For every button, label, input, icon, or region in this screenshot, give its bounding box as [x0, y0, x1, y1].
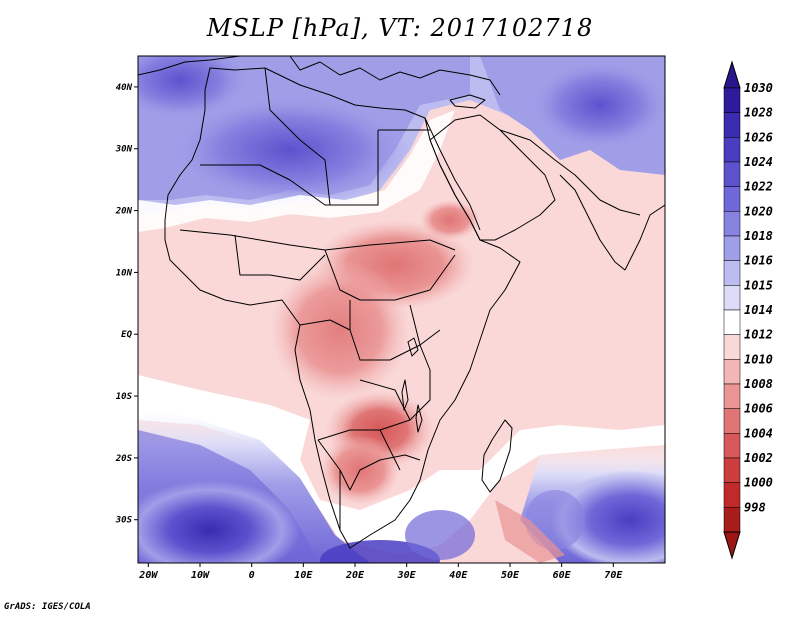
- colorbar-swatch: [723, 235, 741, 261]
- colorbar-level-label: 1018: [744, 229, 773, 243]
- colorbar-bottom-arrow: [723, 531, 741, 560]
- colorbar-swatch: [723, 507, 741, 533]
- lat-tick-label: 10N: [116, 268, 133, 278]
- colorbar-level-label: 1000: [744, 476, 773, 490]
- colorbar-top-arrow: [723, 60, 741, 89]
- colorbar-level-label: 1026: [744, 130, 773, 144]
- colorbar-swatch: [723, 285, 741, 311]
- longitude-ticks: 20W 10W 0 10E 20E 30E 40E 50E 60E 70E: [138, 563, 623, 581]
- pressure-field: [138, 56, 665, 563]
- mslp-map: 20W 10W 0 10E 20E 30E 40E 50E 60E 70E 40N 30N 20N 10…: [115, 55, 773, 581]
- colorbar-level-label: 1002: [744, 451, 773, 465]
- lat-tick-label: EQ: [121, 330, 132, 340]
- colorbar-swatch: [723, 186, 741, 212]
- lon-tick-label: 10E: [294, 570, 313, 581]
- latitude-ticks: 40N 30N 20N 10N EQ 10S 20S 30S: [115, 83, 138, 526]
- colorbar-level-label: 1020: [744, 204, 773, 218]
- colorbar-swatch: [723, 137, 741, 163]
- colorbar-swatch: [723, 383, 741, 409]
- country-borders: [138, 56, 665, 549]
- colorbar-swatch: [723, 112, 741, 138]
- colorbar-swatch: [723, 309, 741, 335]
- lon-tick-label: 50E: [501, 570, 520, 581]
- colorbar-swatch: [723, 161, 741, 187]
- colorbar-swatch: [723, 260, 741, 286]
- lon-tick-label: 70E: [604, 570, 623, 581]
- lat-tick-label: 30S: [115, 516, 133, 526]
- colorbar: 1030 1028 1026 1024 1022 1020 1018 1016 1015 1014…: [723, 60, 773, 560]
- colorbar-swatch: [723, 211, 741, 237]
- lon-tick-label: 10W: [191, 570, 210, 581]
- colorbar-level-label: 1030: [744, 81, 773, 95]
- lon-tick-label: 20W: [138, 570, 158, 581]
- colorbar-swatch: [723, 408, 741, 434]
- colorbar-level-label: 1014: [744, 303, 773, 317]
- colorbar-level-label: 998: [744, 500, 766, 514]
- colorbar-swatch: [723, 334, 741, 360]
- colorbar-level-label: 1028: [744, 106, 773, 120]
- colorbar-level-label: 1024: [744, 155, 773, 169]
- map-title: MSLP [hPa], VT: 2017102718: [206, 14, 594, 42]
- colorbar-swatch: [723, 359, 741, 385]
- colorbar-level-label: 1010: [744, 352, 773, 366]
- colorbar-level-label: 1006: [744, 402, 773, 416]
- lat-tick-label: 30N: [115, 145, 133, 155]
- colorbar-level-label: 1004: [744, 426, 773, 440]
- lon-tick-label: 30E: [397, 570, 417, 581]
- colorbar-level-label: 1012: [744, 328, 773, 342]
- colorbar-swatch: [723, 433, 741, 459]
- colorbar-swatch: [723, 87, 741, 113]
- map-frame: [137, 55, 666, 564]
- colorbar-level-label: 1022: [744, 180, 773, 194]
- lat-tick-label: 20N: [115, 207, 133, 217]
- lat-tick-label: 40N: [116, 83, 133, 93]
- colorbar-level-label: 1008: [744, 377, 773, 391]
- lon-tick-label: 20E: [345, 570, 365, 581]
- lat-tick-label: 20S: [115, 454, 133, 464]
- credit-text: GrADS: IGES/COLA: [4, 602, 91, 612]
- colorbar-swatch: [723, 482, 741, 508]
- colorbar-swatch: [723, 457, 741, 483]
- colorbar-level-label: 1016: [744, 254, 773, 268]
- lon-tick-label: 40E: [449, 570, 468, 581]
- colorbar-level-label: 1015: [744, 278, 773, 292]
- lon-tick-label: 60E: [553, 570, 572, 581]
- lat-tick-label: 10S: [116, 392, 133, 402]
- lon-tick-label: 0: [249, 570, 255, 581]
